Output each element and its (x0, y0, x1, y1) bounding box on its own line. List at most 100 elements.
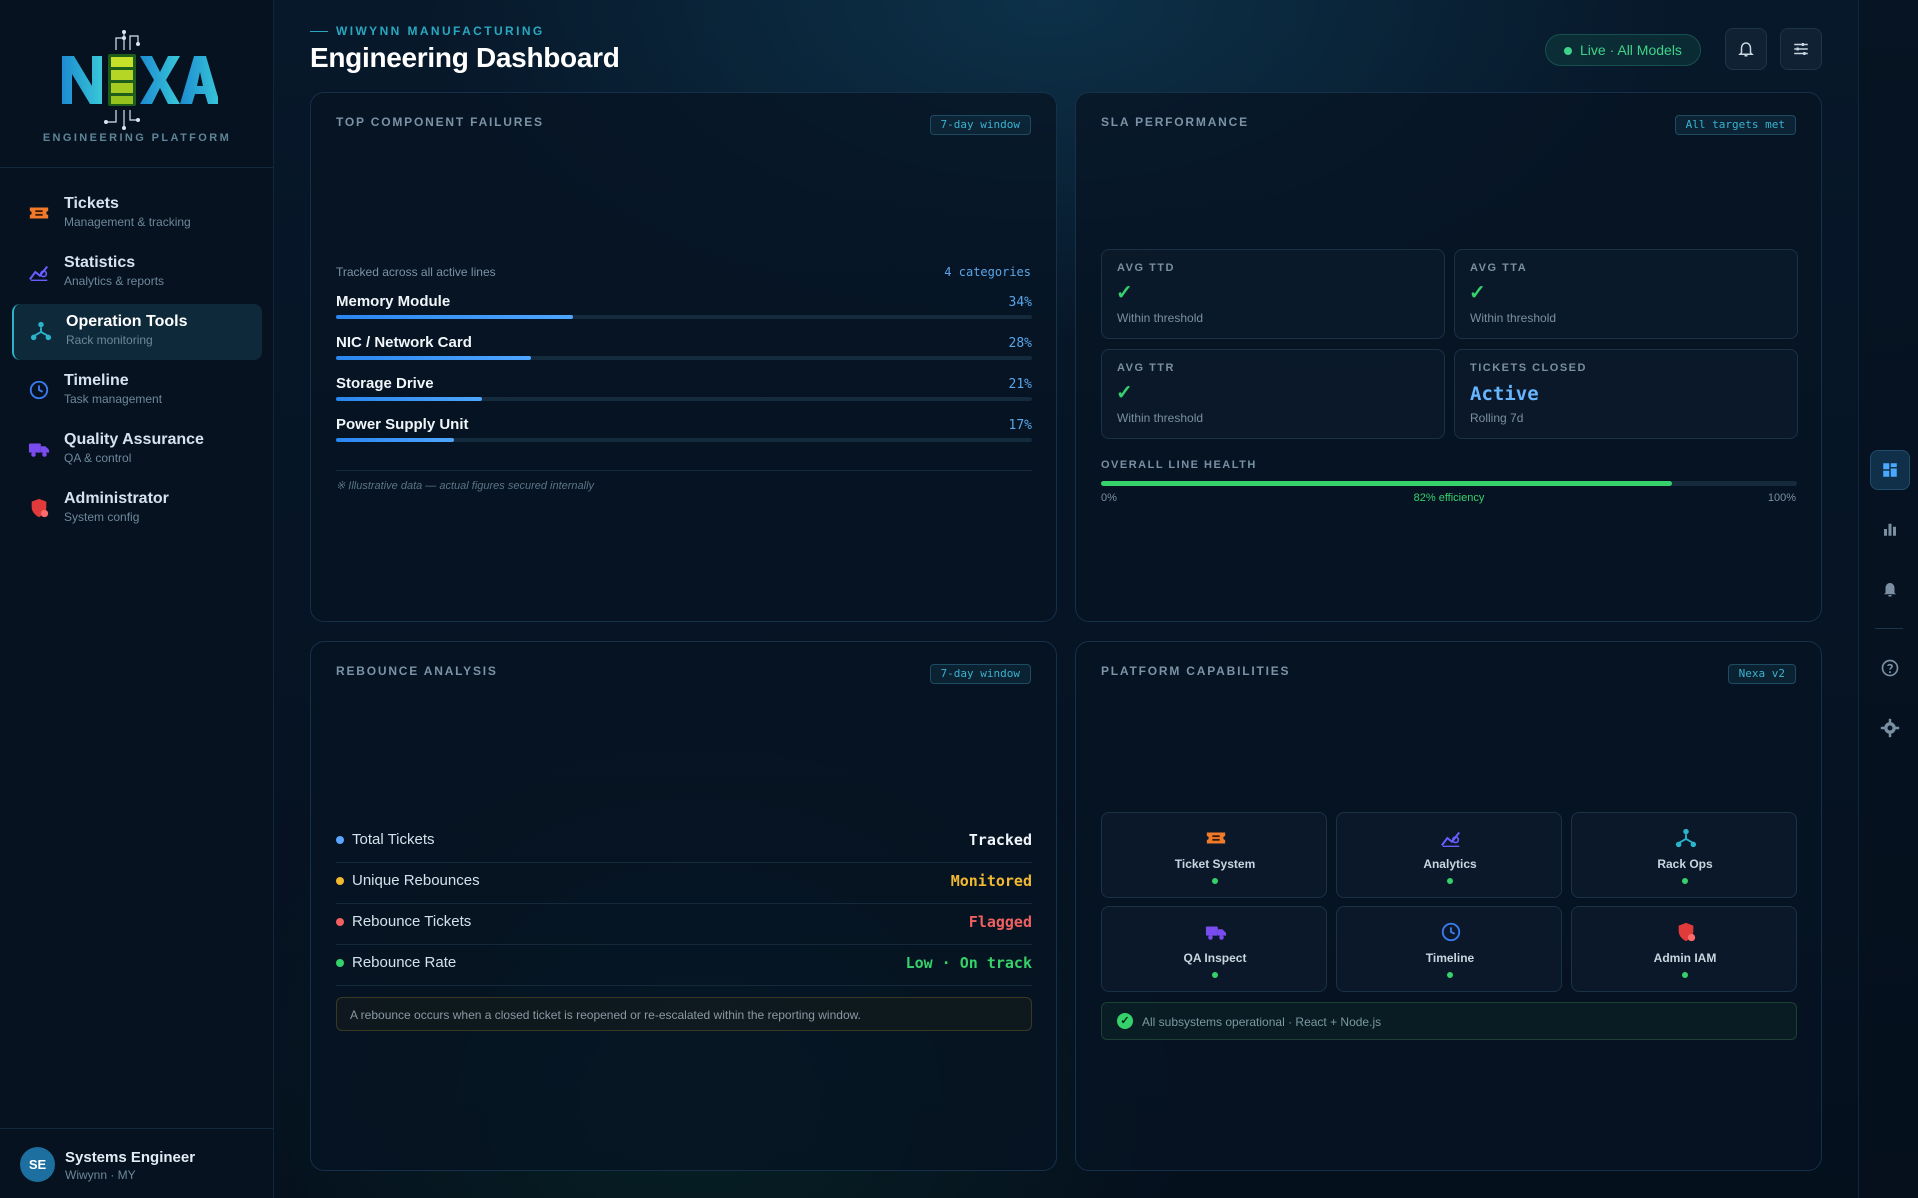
avatar: SE (20, 1147, 55, 1182)
capability-label: Rack Ops (1657, 857, 1713, 871)
sla-box-avg-ttr: AVG TTR ✓ Within threshold (1101, 349, 1445, 439)
capability-ticket-system[interactable]: Ticket System (1101, 812, 1327, 898)
capability-analytics[interactable]: Analytics (1336, 812, 1562, 898)
failure-row-nic: NIC / Network Card 28% (336, 334, 1032, 374)
line-health-track (1101, 481, 1797, 486)
capability-rack-ops[interactable]: Rack Ops (1571, 812, 1797, 898)
failure-row-power-supply: Power Supply Unit 17% (336, 416, 1032, 456)
clock-icon (1441, 922, 1461, 942)
ticket-icon (1206, 832, 1226, 844)
network-icon (1675, 828, 1697, 848)
failure-bar-track (336, 315, 1032, 319)
sidebar-item-label: Administrator (64, 490, 169, 507)
rebounce-row-total: Total Tickets Tracked (336, 822, 1032, 863)
check-icon: ✓ (1116, 382, 1133, 404)
sidebar-item-label: Quality Assurance (64, 431, 204, 448)
rail-help-button[interactable] (1870, 648, 1910, 688)
page-eyebrow: WIWYNN MANUFACTURING (310, 24, 545, 38)
sla-label: AVG TTR (1117, 362, 1175, 374)
sidebar-item-operation-tools[interactable]: Operation Tools Rack monitoring (12, 304, 262, 360)
user-name: Systems Engineer (65, 1149, 196, 1166)
window-tag: 7-day window (929, 115, 1031, 135)
capability-label: QA Inspect (1183, 951, 1247, 965)
filters-button[interactable] (1780, 28, 1822, 70)
rebounce-row-rate: Rebounce Rate Low · On track (336, 945, 1032, 986)
card-title: SLA PERFORMANCE (1101, 115, 1249, 129)
sla-label: AVG TTA (1470, 262, 1528, 274)
check-icon: ✓ (1469, 282, 1486, 304)
capability-label: Admin IAM (1653, 951, 1717, 965)
clock-icon (29, 380, 49, 400)
rail-notifications-button[interactable] (1870, 569, 1910, 609)
truck-icon (1205, 926, 1227, 940)
capability-timeline[interactable]: Timeline (1336, 906, 1562, 992)
status-dot-icon (1682, 878, 1688, 884)
rail-dashboard-button[interactable] (1870, 450, 1910, 490)
component-failures-card: TOP COMPONENT FAILURES 7-day window Trac… (310, 92, 1057, 622)
sla-label: TICKETS CLOSED (1470, 362, 1587, 374)
page-title: Engineering Dashboard (310, 42, 620, 73)
failures-subtitle: Tracked across all active lines (336, 265, 496, 279)
live-status-label: Live · All Models (1580, 42, 1682, 58)
rail-divider (1875, 628, 1903, 629)
sidebar-item-timeline[interactable]: Timeline Task management (12, 363, 262, 419)
sidebar-item-label: Operation Tools (66, 313, 188, 330)
sidebar-item-sublabel: Rack monitoring (66, 333, 153, 347)
status-dot-icon (336, 836, 344, 844)
rail-settings-button[interactable] (1870, 708, 1910, 748)
brand-logo[interactable]: ENGINEERING PLATFORM (0, 20, 274, 168)
capability-qa-inspect[interactable]: QA Inspect (1101, 906, 1327, 992)
system-status-bar: ✓ All subsystems operational · React + N… (1101, 1002, 1797, 1040)
truck-icon (28, 443, 50, 457)
line-health-label: OVERALL LINE HEALTH (1101, 459, 1257, 471)
rail-charts-button[interactable] (1870, 509, 1910, 549)
right-rail (1858, 0, 1918, 1198)
status-dot-icon (336, 918, 344, 926)
rebounce-value: Tracked (968, 831, 1032, 849)
sla-performance-card: SLA PERFORMANCE All targets met AVG TTD … (1075, 92, 1822, 622)
chart-icon (29, 265, 49, 281)
failure-bar-fill (336, 438, 455, 442)
sidebar-item-administrator[interactable]: Administrator System config (12, 481, 262, 537)
rebounce-label: Rebounce Tickets (352, 913, 472, 930)
capability-label: Analytics (1423, 857, 1477, 871)
sla-box-tickets-closed: TICKETS CLOSED Active Rolling 7d (1454, 349, 1798, 439)
live-status-pill[interactable]: Live · All Models (1545, 34, 1701, 66)
status-dot-icon (1447, 878, 1453, 884)
failure-percent: 34% (1008, 295, 1032, 310)
ticket-icon (29, 207, 49, 219)
sidebar-item-tickets[interactable]: Tickets Management & tracking (12, 186, 262, 242)
line-health-max: 100% (1767, 492, 1796, 504)
sla-label: AVG TTD (1117, 262, 1175, 274)
sidebar-nav: Tickets Management & tracking Statistics… (12, 186, 262, 540)
sliders-icon (1794, 43, 1808, 55)
chart-icon (1441, 831, 1461, 847)
sidebar-item-sublabel: System config (64, 510, 140, 524)
divider (336, 470, 1032, 471)
failures-category-count: 4 categories (944, 265, 1031, 279)
sidebar-item-label: Timeline (64, 372, 129, 389)
rebounce-label: Unique Rebounces (352, 872, 480, 889)
user-org: Wiwynn · MY (65, 1168, 136, 1182)
user-profile[interactable]: SE Systems Engineer Wiwynn · MY (0, 1128, 274, 1198)
rebounce-value: Flagged (968, 913, 1032, 931)
capability-admin-iam[interactable]: Admin IAM (1571, 906, 1797, 992)
platform-capabilities-card: PLATFORM CAPABILITIES Nexa v2 Ticket Sys… (1075, 641, 1822, 1171)
sidebar-item-sublabel: Task management (64, 392, 163, 406)
failure-name: NIC / Network Card (336, 334, 472, 351)
status-dot-icon (1212, 878, 1218, 884)
notifications-button[interactable] (1725, 28, 1767, 70)
rebounce-value: Low · On track (905, 954, 1032, 972)
sidebar-item-statistics[interactable]: Statistics Analytics & reports (12, 245, 262, 301)
rebounce-label: Total Tickets (352, 831, 435, 848)
help-icon (1881, 659, 1899, 677)
line-health-fill (1101, 481, 1672, 486)
shield-icon (1678, 922, 1696, 942)
rebounce-label: Rebounce Rate (352, 954, 457, 971)
window-tag: 7-day window (929, 664, 1031, 684)
sla-box-avg-tta: AVG TTA ✓ Within threshold (1454, 249, 1798, 339)
failures-disclaimer: ※ Illustrative data — actual figures sec… (336, 480, 595, 492)
sidebar-item-quality-assurance[interactable]: Quality Assurance QA & control (12, 422, 262, 478)
live-dot-icon (1564, 47, 1572, 55)
failure-bar-fill (336, 315, 573, 319)
